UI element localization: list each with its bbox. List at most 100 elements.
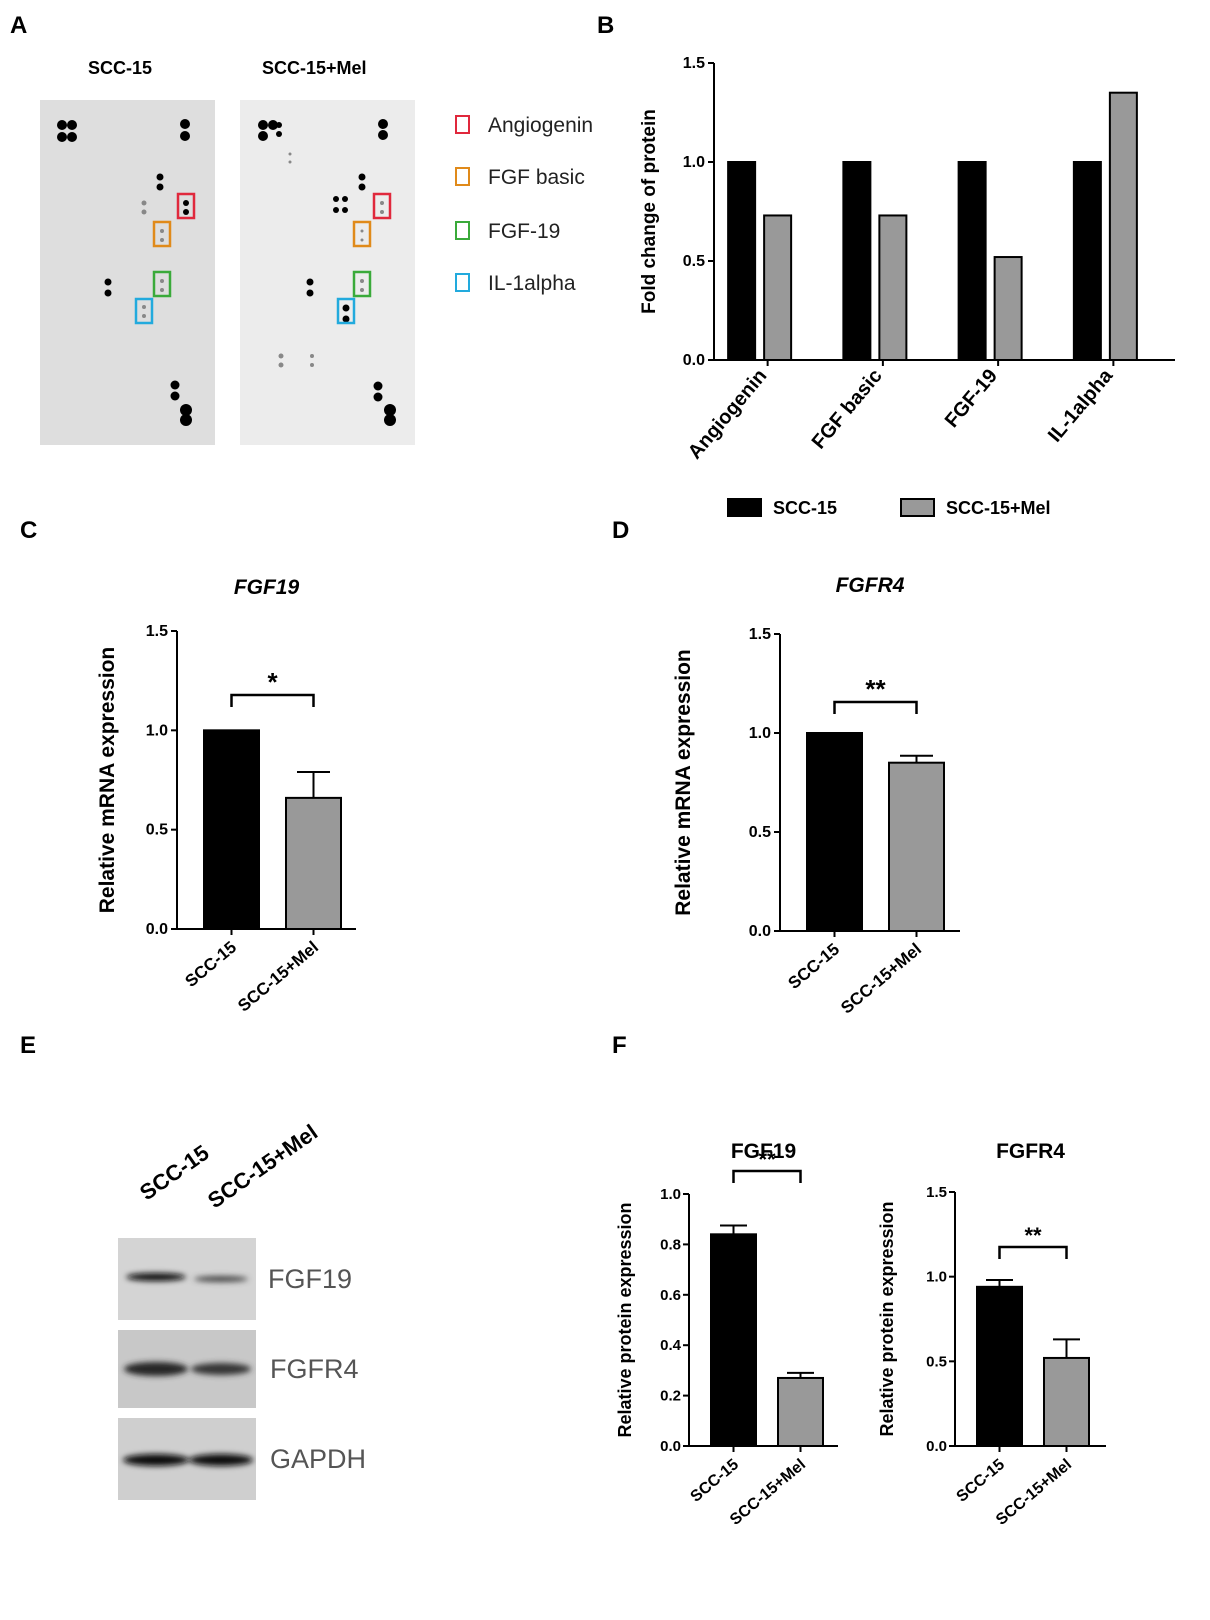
array-spot — [183, 200, 189, 206]
y-tick-label: 1.5 — [683, 55, 705, 72]
x-tick-label: SCC-15 — [954, 1456, 1009, 1506]
array-spot — [384, 414, 396, 426]
chart-d: 0.0 0.5 1.0 1.5 Relative mRNA expression FGFR… — [672, 574, 960, 1018]
array-spot-faint — [360, 279, 364, 283]
y-axis-label: Fold change of protein — [639, 109, 660, 314]
y-tick-label: 1.5 — [749, 626, 771, 643]
legend-label-fgf-basic: FGF basic — [488, 166, 585, 189]
chart-title: FGFR4 — [836, 574, 905, 597]
bar — [806, 732, 863, 932]
y-axis-label: Relative protein expression — [615, 1202, 635, 1437]
legend-swatch — [727, 498, 762, 517]
x-tick-label: IL-1alpha — [1044, 364, 1118, 446]
array-legend-il1alpha: IL-1alpha — [455, 272, 576, 296]
highlight-box-angiogenin-control — [176, 192, 196, 220]
array-spot-faint — [360, 288, 364, 292]
chart-c: 0.0 0.5 1.0 1.5 Relative mRNA expression FGF1… — [96, 576, 356, 1016]
bar — [203, 729, 260, 930]
bar — [1043, 1356, 1090, 1447]
legend-label: SCC-15 — [773, 498, 837, 518]
significance-bracket — [833, 700, 918, 714]
panel-label-a: A — [10, 12, 28, 39]
array-spot — [276, 131, 282, 137]
y-tick-label: 1.0 — [926, 1269, 947, 1286]
array-spot — [67, 132, 77, 142]
array-spot — [156, 183, 164, 191]
array-spot — [104, 278, 112, 286]
array-spot-faint — [160, 229, 164, 233]
panel-label-c: C — [20, 517, 38, 544]
protein-array-images — [40, 100, 415, 445]
blot-label-fgfr4: FGFR4 — [270, 1354, 359, 1384]
chart-title: FGFR4 — [996, 1140, 1065, 1163]
array-spot — [306, 278, 314, 286]
blot-label-gapdh: GAPDH — [270, 1444, 367, 1474]
y-tick-label: 0.5 — [926, 1353, 947, 1370]
bar — [763, 214, 793, 361]
x-tick-label: FGF-19 — [941, 365, 1002, 432]
chart-b: 0.0 0.5 1.0 1.5 Fold change of protein Angiog… — [639, 55, 1175, 518]
y-tick-label: 0.8 — [660, 1236, 681, 1253]
array-spot — [258, 131, 268, 141]
bar — [842, 161, 872, 361]
y-tick-label: 0.2 — [660, 1388, 681, 1405]
bar — [727, 161, 757, 361]
array-spot-faint — [141, 200, 147, 206]
western-blot-image — [118, 1238, 256, 1500]
array-spot — [170, 391, 180, 401]
array-spot — [183, 209, 189, 215]
significance-label: ** — [1024, 1223, 1042, 1248]
panel-label-f: F — [612, 1032, 627, 1059]
highlight-box-il1alpha-mel — [336, 297, 356, 325]
array-label-mel: SCC-15+Mel — [262, 58, 367, 78]
bar — [957, 161, 987, 361]
array-spot-faint — [160, 279, 164, 283]
highlight-box-il1alpha-control — [134, 297, 154, 325]
legend-box-angiogenin — [455, 115, 470, 134]
y-tick-label: 0.5 — [749, 824, 771, 841]
array-legend-fgf19: FGF-19 — [455, 220, 560, 244]
array-spot — [358, 183, 366, 191]
array-spot — [57, 132, 67, 142]
array-spot-faint — [288, 160, 292, 164]
array-spot-faint — [141, 209, 147, 215]
bar — [777, 1376, 824, 1447]
array-spot — [373, 381, 383, 391]
significance-bracket — [732, 1169, 802, 1183]
highlight-box-fgf-basic-control — [152, 220, 172, 248]
bar — [976, 1285, 1023, 1447]
y-tick-label: 1.5 — [146, 623, 168, 640]
array-spot — [67, 120, 77, 130]
bar — [1108, 91, 1138, 361]
array-spot-faint — [278, 353, 284, 359]
array-spot — [378, 119, 388, 129]
y-tick-label: 0.0 — [146, 921, 168, 938]
array-spot-faint — [310, 363, 314, 367]
y-tick-label: 1.0 — [146, 722, 168, 739]
legend-label-fgf19: FGF-19 — [488, 220, 561, 243]
x-tick-label: SCC-15 — [688, 1456, 743, 1506]
array-spot — [373, 392, 383, 402]
highlight-box-fgf19-mel — [352, 270, 372, 298]
significance-bracket — [998, 1245, 1068, 1259]
x-tick-label: SCC-15+Mel — [837, 940, 925, 1018]
array-spot — [306, 289, 314, 297]
chart-title: FGF19 — [731, 1140, 796, 1163]
legend-swatch — [900, 498, 935, 517]
array-spot — [276, 122, 282, 128]
array-spot — [180, 131, 190, 141]
legend-box-fgf19 — [455, 221, 470, 240]
bar — [285, 796, 342, 930]
bar — [1072, 161, 1102, 361]
array-spot-faint — [360, 238, 364, 242]
y-tick-label: 0.6 — [660, 1287, 681, 1304]
array-spot — [342, 196, 348, 202]
array-legend-fgf-basic: FGF basic — [455, 166, 585, 190]
array-spot — [180, 404, 192, 416]
y-tick-label: 1.0 — [683, 154, 705, 171]
panel-label-e: E — [20, 1032, 37, 1059]
array-spot — [258, 120, 268, 130]
array-spot — [57, 120, 67, 130]
array-spot — [342, 207, 348, 213]
